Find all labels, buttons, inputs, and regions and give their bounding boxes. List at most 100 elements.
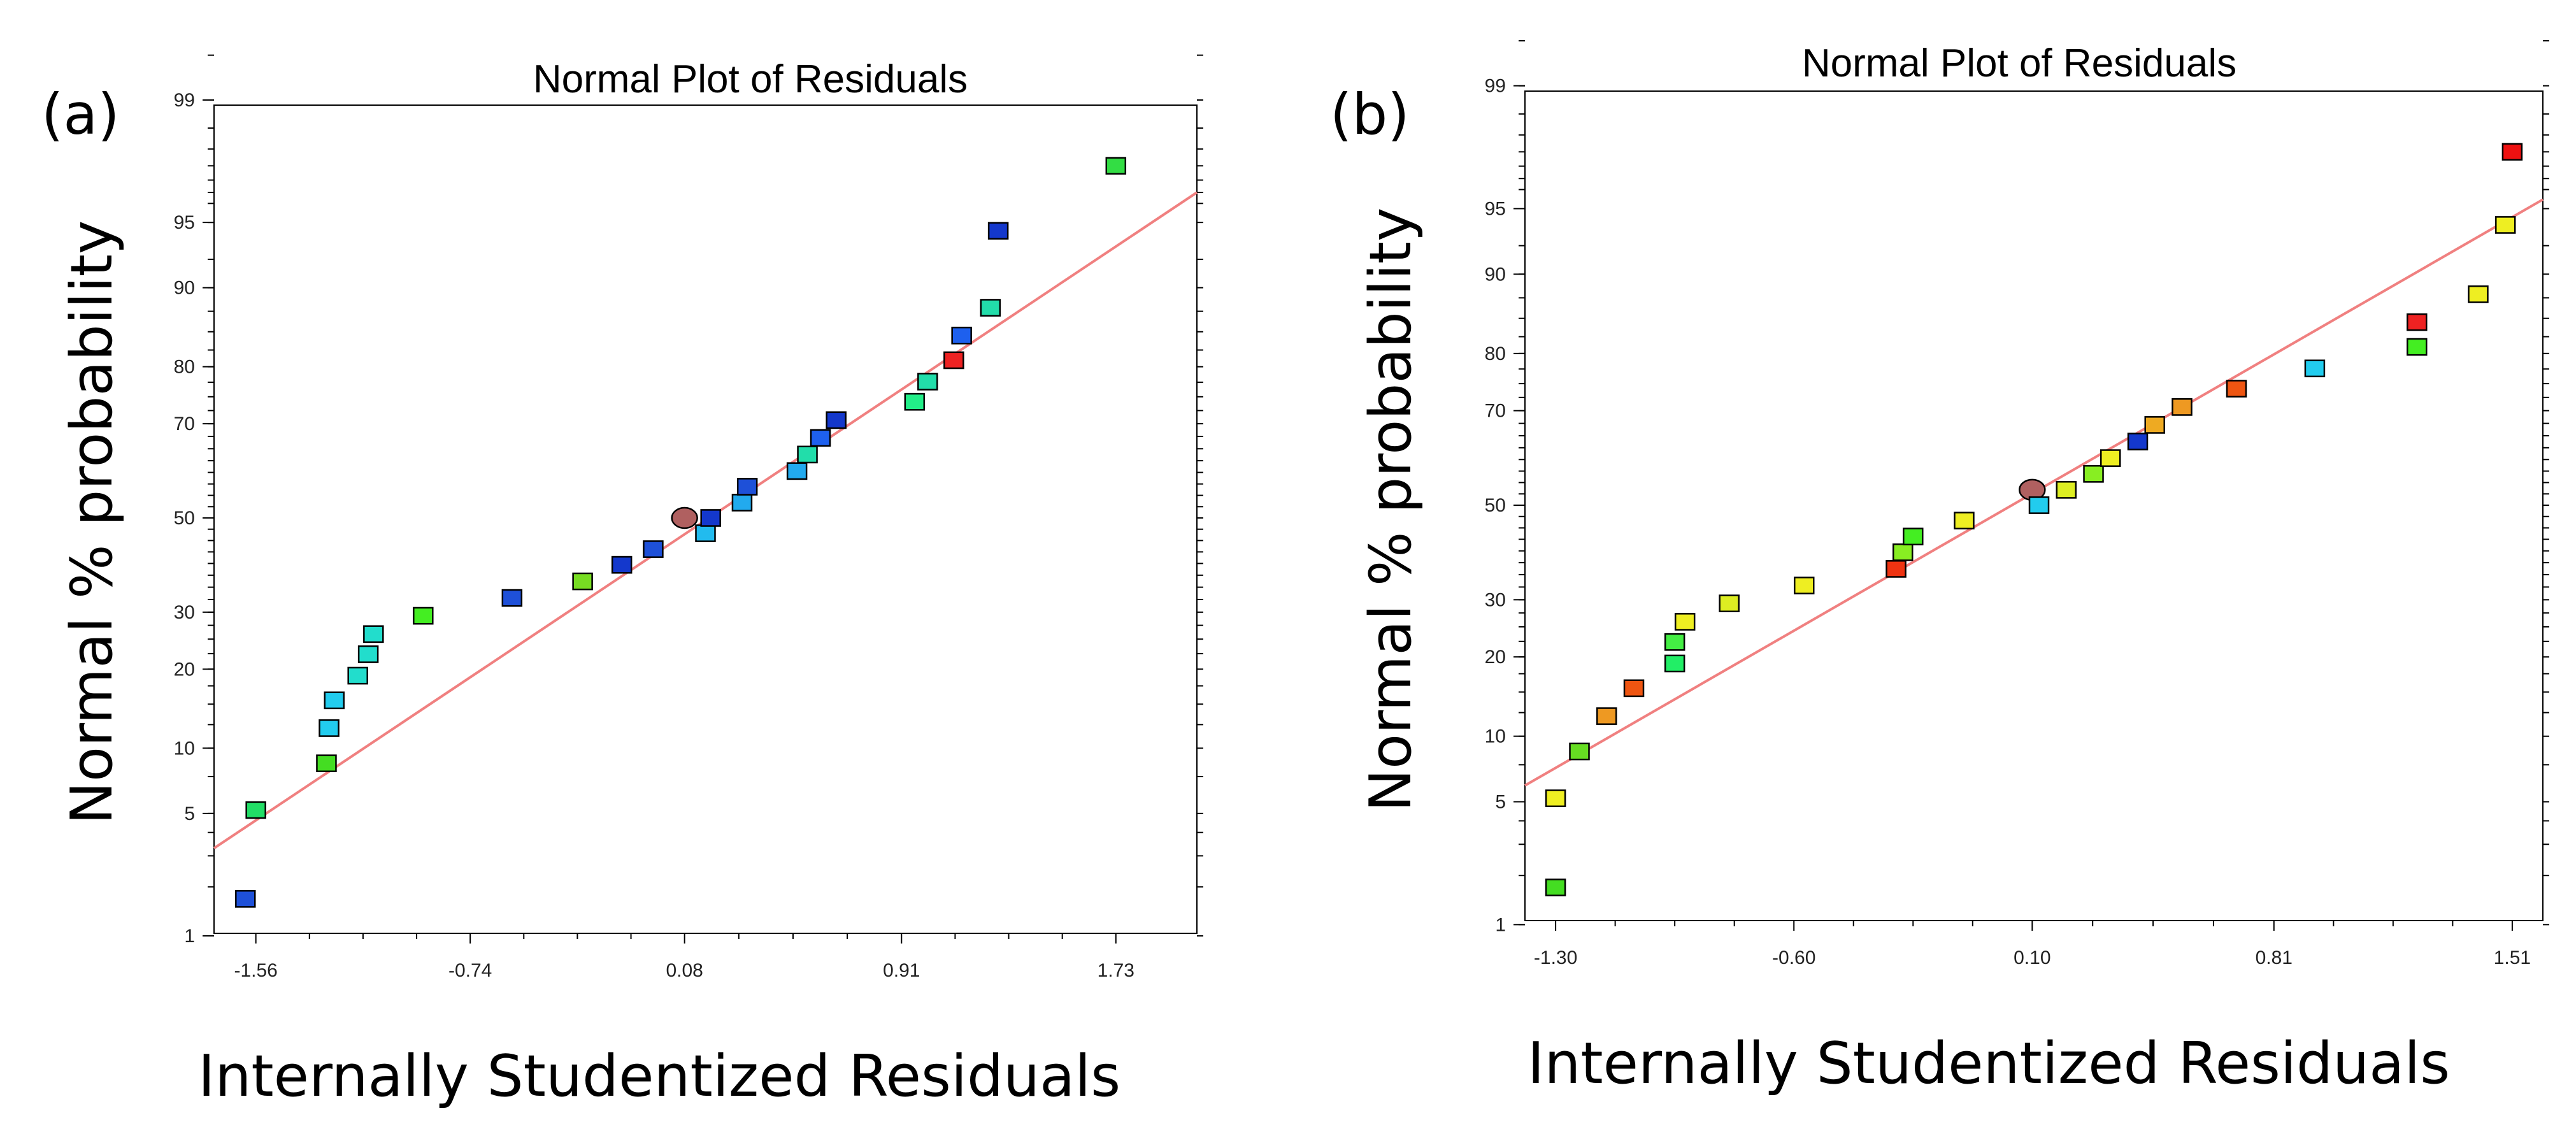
residual-point [1664,633,1685,651]
x-tick-label: 0.81 [2256,947,2293,968]
y-tick-label: 1 [1495,914,1506,935]
y-axis-label-a: Normal % probability [59,220,125,825]
center-point-marker [671,506,698,529]
residual-point [643,540,664,558]
y-tick-label: 70 [1485,401,1506,422]
y-tick-label: 1 [184,926,195,947]
x-tick-label: 0.91 [883,960,920,981]
y-tick-label: 20 [1485,647,1506,668]
residual-point [363,625,384,643]
y-tick-label: 90 [174,278,195,299]
residual-point [1892,543,1914,561]
y-tick-label: 50 [1485,495,1506,516]
residual-point [1793,577,1815,594]
y-tick-label: 20 [174,659,195,680]
y-ticks-b: 1 5 10 20 30 50 70 80 90 95 99 [1485,40,2549,935]
y-tick-label: 99 [174,90,195,111]
x-axis-label-b: Internally Studentized Residuals [1528,1030,2450,1097]
residual-point [357,645,379,663]
residual-point [1719,594,1740,612]
residual-point [786,462,808,480]
residual-point [1545,879,1566,896]
residual-point [2100,449,2121,467]
x-ticks-a: -1.56 -0.74 0.08 0.91 1.73 [234,933,1134,981]
residual-point [810,429,831,447]
x-axis-label-a: Internally Studentized Residuals [198,1043,1120,1110]
residual-point [2407,338,2428,356]
x-tick-label: 0.10 [2014,947,2050,968]
residual-point [318,719,340,737]
x-tick-label: -0.60 [1772,947,1815,968]
y-tick-label: 30 [1485,589,1506,610]
residual-point [2056,481,2077,499]
panel-label-b: (b) [1330,82,1410,147]
x-tick-label: 1.73 [1098,960,1134,981]
residual-point [2083,464,2104,483]
residual-point [1105,157,1127,175]
residual-point [1623,679,1645,698]
y-ticks-a: 1 5 10 20 30 50 70 80 90 95 99 [174,54,1203,947]
residual-point [797,445,818,464]
residual-point [2494,216,2516,234]
x-tick-label: -1.30 [1534,947,1577,968]
normal-plot-a: (a) Normal Plot of Residuals 1 5 10 20 30 50 7… [41,54,1203,1110]
y-tick-label: 70 [174,413,195,434]
residual-point [2468,285,2489,303]
residual-point [1885,560,1907,578]
x-tick-label: 0.08 [666,960,703,981]
residual-point [2172,398,2193,416]
panel-b: (b) Normal Plot of Residuals 1 5 10 20 30 50 7… [1288,0,2576,1134]
residual-point [695,524,716,542]
y-tick-label: 80 [174,357,195,378]
y-tick-label: 50 [174,508,195,529]
y-tick-label: 10 [174,738,195,759]
residual-point [951,326,972,345]
y-tick-label: 90 [1485,264,1506,285]
points-a [234,157,1127,908]
residual-point [1545,789,1566,807]
residual-point [904,392,926,411]
residual-point [917,373,938,391]
residual-point [611,556,633,574]
panel-a: (a) Normal Plot of Residuals 1 5 10 20 30 50 7… [41,54,1203,1110]
x-ticks-b: -1.30 -0.60 0.10 0.81 1.51 [1534,921,2531,968]
y-tick-label: 10 [1485,726,1506,747]
y-tick-label: 80 [1485,343,1506,364]
x-tick-label: -1.56 [234,960,277,981]
y-tick-label: 5 [1495,791,1506,812]
residual-point [413,606,434,625]
residual-point [2407,313,2428,331]
residual-point [2028,496,2050,514]
residual-point [987,222,1009,240]
residual-point [826,411,847,429]
y-tick-label: 5 [184,803,195,824]
plot-title-b: Normal Plot of Residuals [1802,41,2236,85]
y-tick-label: 99 [1485,76,1506,97]
residual-point [572,572,593,591]
x-tick-label: 1.51 [2494,947,2531,968]
x-tick-label: -0.74 [448,960,492,981]
residual-point [316,754,337,773]
panel-label-a: (a) [41,82,120,147]
residual-point [731,494,753,512]
residual-point [501,589,523,607]
residual-point [347,666,368,685]
normal-plot-b: (b) Normal Plot of Residuals 1 5 10 20 30 50 7… [1330,40,2549,1097]
residual-point [1674,613,1696,631]
plot-title-a: Normal Plot of Residuals [533,57,968,101]
y-axis-label-b: Normal % probability [1357,208,1424,812]
residual-point [1596,707,1617,725]
points-b [1545,143,2523,896]
residual-point [1664,654,1685,673]
residual-point [2226,380,2247,398]
residual-point [736,478,758,496]
residual-point [2304,359,2326,378]
y-tick-label: 30 [174,602,195,623]
residual-point [1903,528,1924,546]
residual-point [2501,143,2523,161]
residual-point [324,691,345,710]
residual-point [700,509,721,527]
y-tick-label: 95 [1485,199,1506,220]
residual-point [245,801,266,819]
residual-point [943,351,964,370]
